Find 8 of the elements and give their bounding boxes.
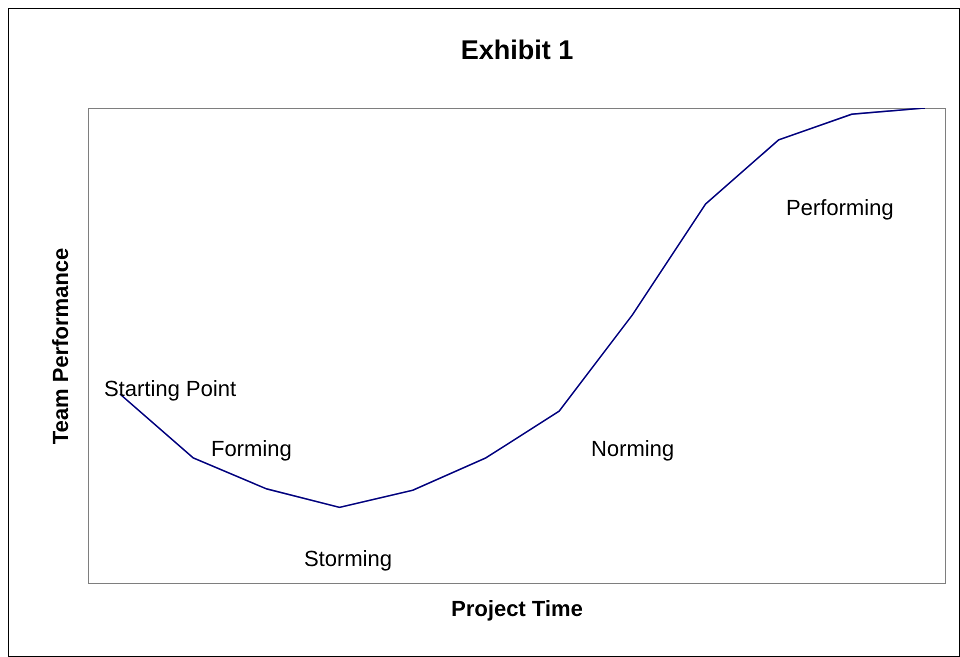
chart-title: Exhibit 1 [460,35,574,66]
x-axis-title: Project Time [450,596,584,622]
annotation: Forming [211,436,292,462]
y-axis-title: Team Performance [48,248,74,444]
annotation: Starting Point [104,376,236,402]
annotation: Storming [304,546,392,572]
annotation: Norming [591,436,674,462]
annotation: Performing [786,195,894,221]
